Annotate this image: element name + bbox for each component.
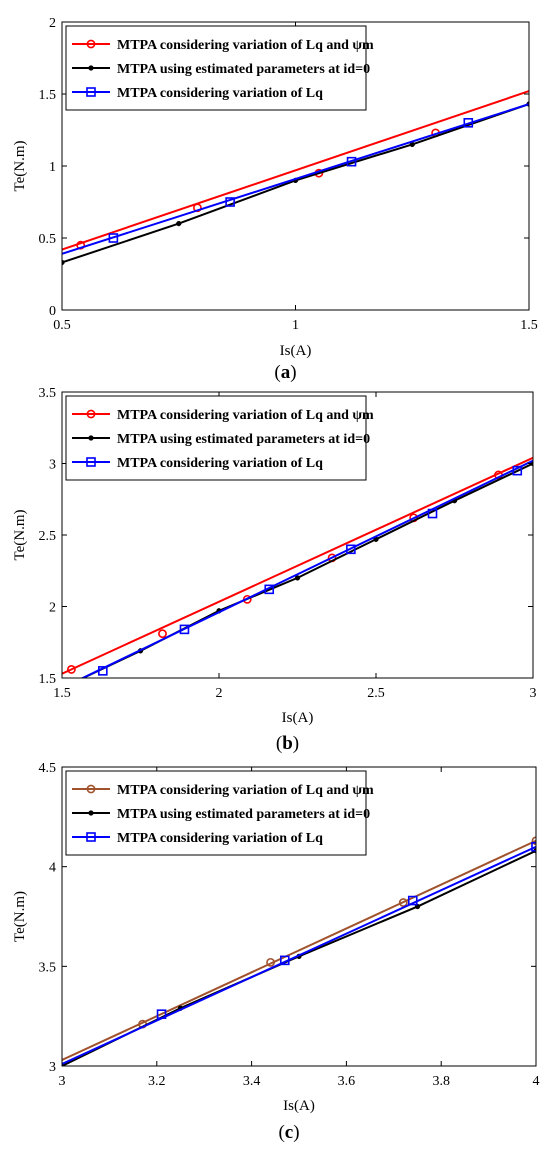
panel-caption: (a) [274,362,296,383]
y-tick-label: 4 [49,861,56,876]
legend-marker-1 [86,39,96,49]
x-tick-label: 3.2 [148,1074,166,1089]
x-tick-label: 3 [59,1074,66,1089]
legend-marker-1 [86,409,96,419]
y-tick-label: 4.5 [39,761,57,776]
x-tick-label: 1 [292,318,299,333]
x-tick-label: 0.5 [53,318,71,333]
legend-entry-2: MTPA using estimated parameters at id=0 [117,62,370,77]
y-tick-label: 3.5 [39,960,57,975]
legend-entry-3: MTPA considering variation of Lq [117,456,323,471]
series-group [62,90,529,266]
y-axis-label: Te(N.m) [12,509,28,560]
x-axis-label: Is(A) [280,343,312,359]
chart-panel-b: 1.5 2 2.5 3 1.5 2 2.5 3 3.5 Is(A) Te(N.m) MTPA cons… [12,386,537,754]
series-3-marker [346,544,356,555]
series-line-3 [62,103,529,255]
legend-entry-2: MTPA using estimated parameters at id=0 [117,807,370,822]
legend-entry-1: MTPA considering variation of Lq and ψm [117,408,374,423]
series-line-1 [62,90,529,251]
legend-entry-3: MTPA considering variation of Lq [117,86,323,101]
series-group [62,456,533,678]
legend-box [65,770,367,856]
panel-caption: (c) [278,1122,299,1143]
legend: MTPA considering variation of Lq and ψm M… [65,395,374,481]
series-3-marker [463,118,474,128]
y-tick-label: 2 [49,16,56,31]
series-line-1 [62,456,533,675]
legend-marker-3 [86,457,96,467]
y-axis-label: Te(N.m) [12,891,28,942]
panel-caption: (b) [276,733,299,754]
x-tick-label: 4 [533,1074,540,1089]
y-tick-label: 3 [49,458,56,473]
legend-entry-1: MTPA considering variation of Lq and ψm [117,783,374,798]
series-1-marker [531,836,536,846]
series-3-marker [512,465,523,476]
y-axis-label: Te(N.m) [12,140,28,191]
x-axis-label: Is(A) [282,710,314,726]
series-line-3 [62,845,536,1065]
y-tick-label: 1.5 [39,672,57,687]
y-tick-label: 3 [49,1060,56,1075]
legend: MTPA considering variation of Lq and ψm M… [65,770,374,856]
y-tick-label: 2.5 [39,529,57,544]
series-3-marker [427,508,438,519]
legend: MTPA considering variation of Lq and ψm M… [65,25,374,111]
y-tick-label: 3.5 [39,386,57,401]
series-1-marker [266,957,275,967]
x-tick-label: 1.5 [520,318,538,333]
x-tick-label: 3.4 [243,1074,261,1089]
chart-panel-c: 3 3.2 3.4 3.6 3.8 4 3 3.5 4 4.5 Is(A) Te(N.m) MTPA c… [12,761,540,1143]
series-group [62,836,536,1066]
y-tick-label: 2 [49,601,56,616]
series-line-1 [62,839,536,1061]
legend-marker-3 [86,832,96,842]
legend-marker-2 [88,435,94,441]
x-tick-label: 3.6 [338,1074,356,1089]
series-2-marker [62,259,65,266]
series-1-marker [398,898,408,907]
series-3-marker [108,233,119,243]
y-tick-label: 0.5 [39,232,57,247]
x-tick-label: 3 [530,686,537,701]
series-3-marker [264,584,275,595]
series-1-marker [67,665,76,674]
legend-entry-3: MTPA considering variation of Lq [117,831,323,846]
series-2-marker [176,220,182,227]
legend-box [65,395,367,481]
x-tick-label: 3.8 [432,1074,450,1089]
series-3-marker [407,895,418,906]
y-tick-label: 0 [49,304,56,319]
x-tick-label: 2.5 [367,686,385,701]
series-2-marker [294,575,301,581]
legend-marker-3 [86,87,96,97]
series-3-marker [279,955,290,966]
axes-box [61,766,537,1067]
x-tick-label: 1.5 [53,686,71,701]
y-tick-label: 1 [49,160,56,175]
series-1-marker [158,629,167,639]
y-tick-label: 1.5 [39,88,57,103]
series-3-marker [346,156,357,167]
series-3-marker [98,666,108,676]
series-3-marker [179,624,190,635]
legend-marker-1 [86,784,96,794]
x-axis-label: Is(A) [283,1098,315,1114]
legend-marker-2 [88,810,94,816]
legend-marker-2 [88,65,94,71]
series-line-3 [80,459,533,678]
legend-box [65,25,367,111]
series-3-marker [156,1009,167,1019]
series-3-marker [531,841,536,852]
series-3-marker [225,197,235,207]
legend-entry-1: MTPA considering variation of Lq and ψm [117,38,374,53]
x-tick-label: 2 [216,686,223,701]
legend-entry-2: MTPA using estimated parameters at id=0 [117,432,370,447]
